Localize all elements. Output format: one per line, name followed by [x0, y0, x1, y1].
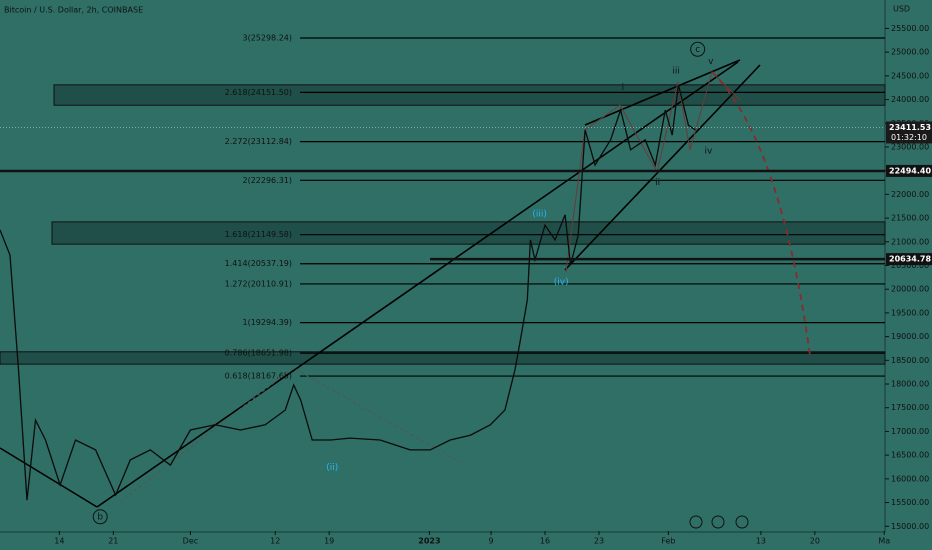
- y-tick-label: 19000.00: [891, 332, 929, 341]
- x-tick-label: 23: [594, 537, 604, 546]
- y-tick-label: 16000.00: [891, 474, 929, 483]
- y-tick-label: 22000.00: [891, 190, 929, 199]
- fib-label: 1(19294.39): [242, 318, 292, 327]
- y-tick-label: 25000.00: [891, 48, 929, 57]
- fib-label: 2.272(23112.84): [225, 137, 292, 146]
- wave-paths: [119, 71, 741, 503]
- wave-label: iii: [672, 67, 680, 77]
- trend-line: [564, 64, 761, 271]
- price-badge-label: 20634.78: [889, 255, 931, 264]
- fib-label: 2(22296.31): [242, 176, 292, 185]
- x-tick-label: 19: [324, 537, 334, 546]
- wave-label: c: [695, 45, 700, 55]
- x-tick-label: Dec: [183, 537, 198, 546]
- x-tick-label: 12: [270, 537, 280, 546]
- price-badge: [886, 121, 932, 144]
- fib-label: 1.272(20110.91): [225, 279, 292, 288]
- price-badge: [886, 253, 932, 266]
- zone: [51, 221, 886, 245]
- x-tick-label: 16: [540, 537, 550, 546]
- icon[interactable]: [735, 515, 749, 529]
- toolbar-icons: [689, 515, 749, 529]
- y-tick-label: 17500.00: [891, 403, 929, 412]
- wave-label: iv: [705, 146, 714, 156]
- x-tick-label: 14: [54, 537, 64, 546]
- x-tick-label: Feb: [661, 537, 675, 546]
- x-tick-label: 20: [810, 537, 820, 546]
- y-tick-label: 21000.00: [891, 237, 929, 246]
- y-tick-label: 21500.00: [891, 214, 929, 223]
- fib-label: 0.618(18167.65): [225, 372, 292, 381]
- wave-path: [119, 367, 461, 503]
- y-tick-label: 17000.00: [891, 427, 929, 436]
- icon[interactable]: [711, 515, 725, 529]
- fib-label: 1.414(20537.19): [225, 259, 292, 268]
- price-badge-label: 23411.53: [889, 123, 931, 132]
- trend-line: [0, 447, 98, 508]
- wave-label: (ii): [326, 463, 338, 473]
- fib-label: 2.618(24151.50): [225, 88, 292, 97]
- wave-circle: [92, 509, 108, 525]
- price-badge-label: 22494.40: [889, 166, 931, 175]
- y-tick-label: 15500.00: [891, 498, 929, 507]
- wave-label: i: [622, 83, 625, 93]
- y-tick-label: 18500.00: [891, 356, 929, 365]
- wave-circle: [690, 41, 706, 57]
- zone: [0, 351, 886, 365]
- fib-label: 1.618(21149.58): [225, 230, 292, 239]
- y-tick-label: 20000.00: [891, 285, 929, 294]
- trend-line: [96, 61, 739, 508]
- trend-lines: [0, 59, 761, 508]
- wave-label: v: [708, 57, 714, 67]
- wave-path: [565, 71, 741, 273]
- x-tick-label: 2023: [418, 537, 440, 546]
- projection: [711, 71, 811, 356]
- wave-label: ii: [655, 178, 660, 188]
- price-badge: [886, 164, 932, 177]
- fib-label: 3(25298.24): [242, 34, 292, 43]
- x-tick-label: 13: [756, 537, 766, 546]
- price-line: [0, 84, 696, 501]
- x-tick-label: 21: [108, 537, 118, 546]
- y-tick-label: 24000.00: [891, 95, 929, 104]
- zone: [53, 84, 886, 106]
- y-tick-label: 15000.00: [891, 522, 929, 531]
- y-tick-label: 19500.00: [891, 308, 929, 317]
- fib-label: 0.786(18651.98): [225, 349, 292, 358]
- x-tick-label: Ma: [878, 537, 890, 546]
- price-timer: 01:32:10: [891, 133, 927, 142]
- y-unit: USD: [893, 5, 910, 14]
- y-tick-label: 20500.00: [891, 261, 929, 270]
- x-tick-label: 9: [489, 537, 494, 546]
- price-axis-bg: [885, 0, 932, 550]
- y-tick-label: 24500.00: [891, 71, 929, 80]
- wave-label: (iii): [532, 209, 547, 219]
- trend-line: [584, 59, 741, 126]
- y-tick-label: 25500.00: [891, 24, 929, 33]
- chart-title: Bitcoin / U.S. Dollar, 2h, COINBASE: [4, 6, 143, 15]
- y-tick-label: 23000.00: [891, 142, 929, 151]
- wave-label: b: [97, 512, 103, 522]
- y-tick-label: 18000.00: [891, 380, 929, 389]
- y-tick-label: 16500.00: [891, 451, 929, 460]
- wave-label: (iv): [554, 278, 569, 288]
- icon[interactable]: [689, 515, 703, 529]
